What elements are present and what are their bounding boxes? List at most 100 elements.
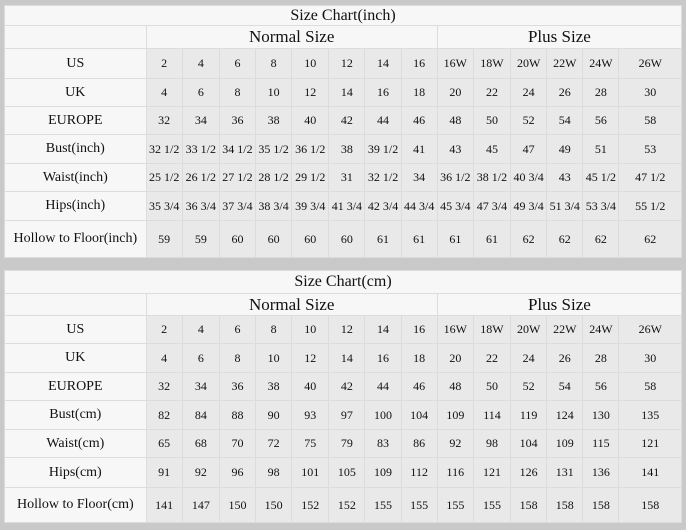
size-cell: 90 — [255, 400, 293, 430]
row-label: Hips(inch) — [4, 191, 147, 221]
size-cell: 38 3/4 — [255, 191, 293, 221]
size-cell: 16 — [364, 78, 402, 107]
table-row: Waist(inch) 25 1/2 26 1/2 27 1/2 28 1/2 29 1/… — [4, 163, 682, 192]
size-cell: 109 — [436, 400, 474, 430]
group-header-row: Normal Size Plus Size — [4, 25, 683, 49]
size-cell: 24 — [510, 78, 548, 107]
size-cell: 43 — [546, 163, 584, 192]
size-cell: 47 1/2 — [618, 163, 682, 192]
size-cell: 52 — [510, 372, 548, 401]
size-cell: 40 — [291, 106, 330, 135]
size-cell: 53 — [618, 134, 682, 164]
size-cell: 46 — [400, 106, 438, 135]
size-cell: 158 — [546, 487, 584, 523]
size-cell: 62 — [510, 220, 548, 258]
size-cell: 8 — [218, 343, 257, 373]
size-cell: 38 — [328, 134, 366, 164]
size-cell: 32 1/2 — [145, 134, 183, 164]
size-cell: 24W — [582, 48, 620, 79]
size-cell: 29 1/2 — [291, 163, 330, 192]
normal-size-header: Normal Size — [145, 25, 438, 49]
normal-size-header: Normal Size — [145, 293, 438, 316]
size-cell: 32 1/2 — [364, 163, 402, 192]
size-cell: 32 — [145, 106, 183, 135]
size-cell: 6 — [181, 343, 220, 373]
size-cell: 20W — [510, 315, 548, 344]
row-label: Waist(inch) — [4, 163, 147, 192]
size-cell: 33 1/2 — [181, 134, 220, 164]
size-cell: 14 — [328, 78, 366, 107]
size-cell: 2 — [145, 48, 183, 79]
size-cell: 82 — [145, 400, 183, 430]
size-cell: 124 — [546, 400, 584, 430]
size-cell: 59 — [145, 220, 183, 258]
size-cell: 26W — [618, 48, 682, 79]
size-cell: 45 1/2 — [582, 163, 620, 192]
size-cell: 26 — [546, 78, 584, 107]
size-chart-inch: Size Chart(inch) Normal Size Plus Size US 2 4… — [4, 5, 683, 258]
size-cell: 83 — [364, 429, 402, 458]
size-cell: 12 — [291, 78, 330, 107]
size-cell: 36 1/2 — [291, 134, 330, 164]
size-cell: 61 — [364, 220, 402, 258]
size-cell: 18 — [400, 343, 438, 373]
size-cell: 48 — [436, 106, 474, 135]
table-row: Waist(cm) 65 68 70 72 75 79 83 86 92 98 104 109 115 12… — [4, 429, 682, 458]
size-cell: 44 — [364, 372, 402, 401]
table-row: Hollow to Floor(inch) 59 59 60 60 60 60 61 61 61 6… — [4, 220, 682, 258]
size-cell: 147 — [181, 487, 220, 523]
row-label: US — [4, 315, 147, 344]
size-cell: 52 — [510, 106, 548, 135]
size-cell: 24 — [510, 343, 548, 373]
size-cell: 88 — [218, 400, 257, 430]
size-cell: 50 — [472, 372, 512, 401]
size-cell: 16 — [400, 315, 438, 344]
size-cell: 6 — [181, 78, 220, 107]
size-cell: 112 — [400, 457, 438, 488]
size-cell: 115 — [582, 429, 620, 458]
size-cell: 60 — [218, 220, 257, 258]
size-cell: 158 — [582, 487, 620, 523]
size-cell: 8 — [218, 78, 257, 107]
size-cell: 20 — [436, 78, 474, 107]
size-cell: 92 — [436, 429, 474, 458]
size-cell: 58 — [618, 372, 682, 401]
size-cell: 16 — [364, 343, 402, 373]
size-cell: 150 — [255, 487, 293, 523]
size-cell: 8 — [255, 315, 293, 344]
size-cell: 92 — [181, 457, 220, 488]
size-cell: 54 — [546, 106, 584, 135]
size-cell: 16 — [400, 48, 438, 79]
size-cell: 38 — [255, 106, 293, 135]
size-cell: 101 — [291, 457, 330, 488]
size-cell: 158 — [510, 487, 548, 523]
size-cell: 158 — [618, 487, 682, 523]
size-cell: 47 — [510, 134, 548, 164]
size-cell: 119 — [510, 400, 548, 430]
table-row: Hollow to Floor(cm) 141 147 150 150 152 152 155… — [4, 487, 682, 523]
size-cell: 2 — [145, 315, 183, 344]
size-cell: 84 — [181, 400, 220, 430]
size-cell: 45 3/4 — [436, 191, 474, 221]
size-cell: 24W — [582, 315, 620, 344]
size-cell: 58 — [618, 106, 682, 135]
size-cell: 4 — [145, 78, 183, 107]
size-cell: 22W — [546, 315, 584, 344]
table-row: UK 4 6 8 10 12 14 16 18 20 22 24 26 28 30 — [4, 343, 682, 373]
size-cell: 109 — [364, 457, 402, 488]
size-cell: 68 — [181, 429, 220, 458]
size-cell: 27 1/2 — [218, 163, 257, 192]
size-cell: 45 — [472, 134, 512, 164]
row-label: Hips(cm) — [4, 457, 147, 488]
size-cell: 18 — [400, 78, 438, 107]
size-cell: 18W — [472, 315, 512, 344]
size-cell: 93 — [291, 400, 330, 430]
table-row: US 2 4 6 8 10 12 14 16 16W 18W 20W 22W 24W 26W — [4, 48, 682, 79]
size-cell: 48 — [436, 372, 474, 401]
size-cell: 4 — [145, 343, 183, 373]
row-label: US — [4, 48, 147, 79]
table-row: Bust(cm) 82 84 88 90 93 97 100 104 109 114 119 124 13… — [4, 400, 682, 430]
size-cell: 136 — [582, 457, 620, 488]
size-cell: 14 — [364, 315, 402, 344]
size-cell: 155 — [436, 487, 474, 523]
